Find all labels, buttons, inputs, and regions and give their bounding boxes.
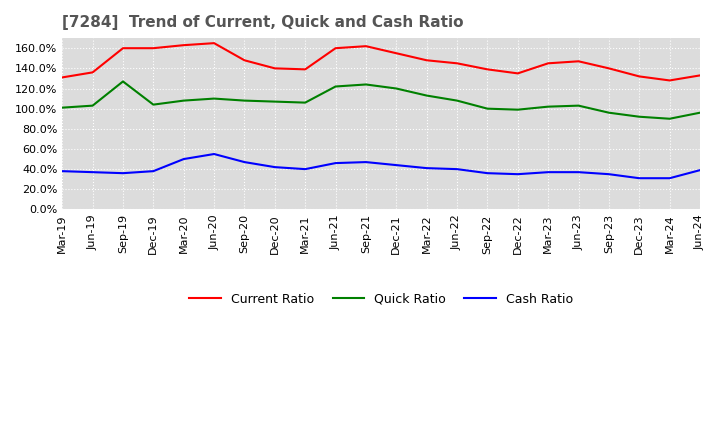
- Line: Quick Ratio: Quick Ratio: [62, 81, 700, 119]
- Cash Ratio: [331, 161, 340, 166]
- Current Ratio: [119, 46, 127, 51]
- Current Ratio: [361, 44, 370, 49]
- Current Ratio: [179, 43, 188, 48]
- Cash Ratio: [665, 176, 674, 181]
- Text: [7284]  Trend of Current, Quick and Cash Ratio: [7284] Trend of Current, Quick and Cash …: [62, 15, 464, 30]
- Cash Ratio: [301, 166, 310, 172]
- Quick Ratio: [513, 107, 522, 112]
- Current Ratio: [423, 58, 431, 63]
- Cash Ratio: [544, 169, 552, 175]
- Line: Current Ratio: Current Ratio: [62, 43, 700, 81]
- Quick Ratio: [179, 98, 188, 103]
- Quick Ratio: [423, 93, 431, 98]
- Current Ratio: [58, 75, 66, 80]
- Quick Ratio: [605, 110, 613, 115]
- Cash Ratio: [58, 169, 66, 174]
- Cash Ratio: [453, 166, 462, 172]
- Current Ratio: [575, 59, 583, 64]
- Cash Ratio: [696, 168, 704, 173]
- Cash Ratio: [271, 165, 279, 170]
- Quick Ratio: [271, 99, 279, 104]
- Current Ratio: [240, 58, 249, 63]
- Cash Ratio: [635, 176, 644, 181]
- Quick Ratio: [331, 84, 340, 89]
- Quick Ratio: [58, 105, 66, 110]
- Current Ratio: [544, 61, 552, 66]
- Cash Ratio: [149, 169, 158, 174]
- Quick Ratio: [453, 98, 462, 103]
- Cash Ratio: [483, 171, 492, 176]
- Quick Ratio: [665, 116, 674, 121]
- Current Ratio: [453, 61, 462, 66]
- Quick Ratio: [119, 79, 127, 84]
- Quick Ratio: [483, 106, 492, 111]
- Quick Ratio: [635, 114, 644, 119]
- Current Ratio: [665, 78, 674, 83]
- Quick Ratio: [696, 110, 704, 115]
- Cash Ratio: [392, 162, 400, 168]
- Current Ratio: [392, 51, 400, 56]
- Quick Ratio: [301, 100, 310, 105]
- Cash Ratio: [210, 151, 218, 157]
- Current Ratio: [301, 67, 310, 72]
- Current Ratio: [149, 46, 158, 51]
- Cash Ratio: [179, 156, 188, 161]
- Quick Ratio: [149, 102, 158, 107]
- Cash Ratio: [240, 159, 249, 165]
- Cash Ratio: [513, 172, 522, 177]
- Current Ratio: [605, 66, 613, 71]
- Current Ratio: [696, 73, 704, 78]
- Quick Ratio: [392, 86, 400, 91]
- Legend: Current Ratio, Quick Ratio, Cash Ratio: Current Ratio, Quick Ratio, Cash Ratio: [184, 288, 577, 311]
- Current Ratio: [331, 46, 340, 51]
- Cash Ratio: [575, 169, 583, 175]
- Current Ratio: [89, 70, 97, 75]
- Quick Ratio: [210, 96, 218, 101]
- Current Ratio: [513, 71, 522, 76]
- Line: Cash Ratio: Cash Ratio: [62, 154, 700, 178]
- Cash Ratio: [605, 172, 613, 177]
- Quick Ratio: [575, 103, 583, 108]
- Cash Ratio: [119, 171, 127, 176]
- Quick Ratio: [544, 104, 552, 109]
- Current Ratio: [210, 40, 218, 46]
- Cash Ratio: [89, 169, 97, 175]
- Current Ratio: [635, 74, 644, 79]
- Cash Ratio: [423, 165, 431, 171]
- Quick Ratio: [361, 82, 370, 87]
- Quick Ratio: [240, 98, 249, 103]
- Cash Ratio: [361, 159, 370, 165]
- Current Ratio: [483, 67, 492, 72]
- Current Ratio: [271, 66, 279, 71]
- Quick Ratio: [89, 103, 97, 108]
